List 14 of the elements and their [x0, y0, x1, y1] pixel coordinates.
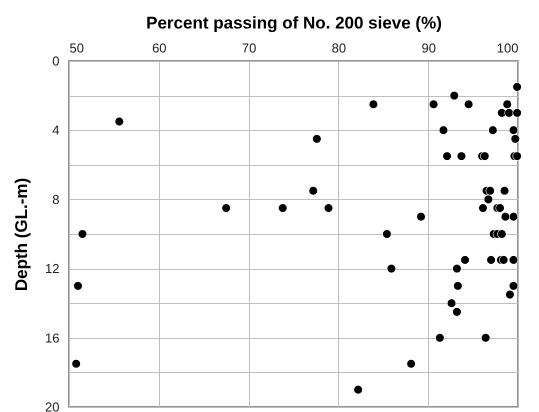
- x-axis-title: Percent passing of No. 200 sieve (%): [146, 14, 442, 32]
- y-tick-label: 0: [52, 54, 60, 68]
- x-tick-label: 60: [152, 40, 167, 56]
- y-tick-label: 12: [45, 261, 60, 276]
- x-tick-label: 100: [496, 40, 518, 56]
- y-tick-label: 20: [45, 400, 60, 412]
- x-tick-label: 90: [421, 40, 436, 56]
- y-tick-label: 4: [52, 122, 60, 138]
- x-tick-label: 80: [332, 40, 346, 56]
- y-axis-title: Depth (GL.-m): [12, 178, 32, 292]
- x-tick-label: 70: [242, 40, 256, 56]
- x-tick-label: 50: [70, 40, 84, 56]
- y-tick-label: 8: [52, 192, 60, 207]
- y-tick-label: 16: [45, 330, 60, 346]
